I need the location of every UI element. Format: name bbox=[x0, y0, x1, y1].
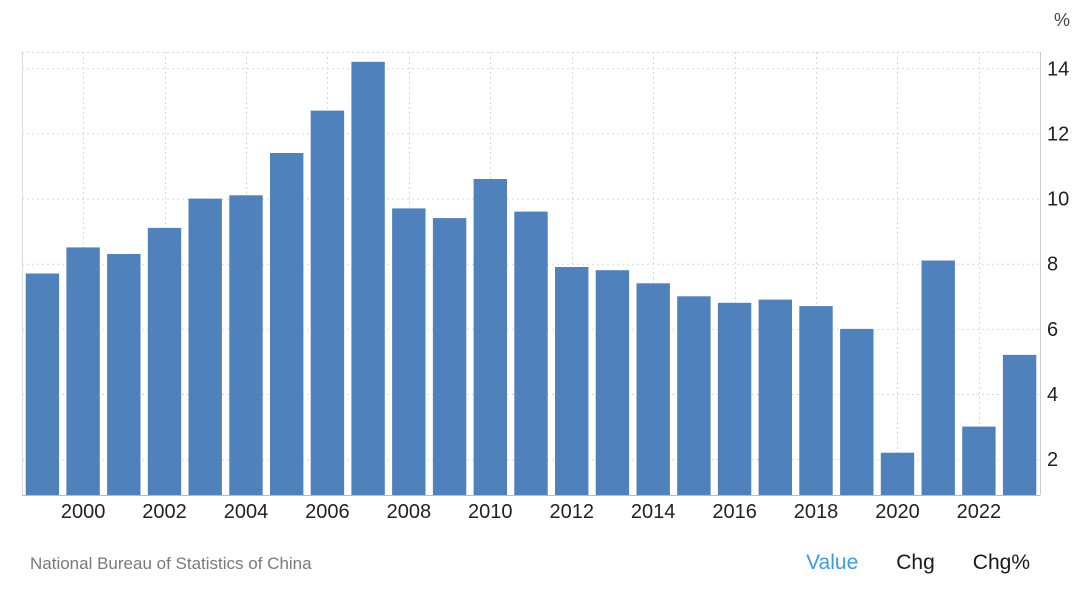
bar-2021[interactable] bbox=[921, 260, 955, 496]
y-axis-unit: % bbox=[1053, 10, 1070, 30]
y-tick-label: 8 bbox=[1047, 254, 1058, 276]
bar-2019[interactable] bbox=[840, 328, 874, 495]
bar-2020[interactable] bbox=[880, 452, 915, 495]
x-tick-label: 2022 bbox=[957, 501, 1002, 523]
source-label: National Bureau of Statistics of China bbox=[30, 554, 312, 573]
bar-2011[interactable] bbox=[514, 211, 548, 495]
tab-chg[interactable]: Chg bbox=[896, 551, 935, 574]
x-tick-label: 2010 bbox=[468, 501, 513, 523]
bar-2022[interactable] bbox=[962, 426, 996, 495]
bar-2005[interactable] bbox=[270, 153, 304, 495]
bar-2000[interactable] bbox=[66, 247, 100, 495]
x-tick-label: 2000 bbox=[61, 501, 106, 523]
x-tick-label: 2014 bbox=[631, 501, 676, 523]
bar-2023[interactable] bbox=[1002, 354, 1037, 495]
y-tick-label: 10 bbox=[1047, 189, 1069, 211]
y-tick-label: 2 bbox=[1047, 449, 1058, 471]
bar-1999[interactable] bbox=[25, 273, 60, 496]
bar-2007[interactable] bbox=[351, 61, 385, 496]
bar-chart: 2 4 6 8 10 12 14 2000 2002 2004 2006 2008 2010 2012 20… bbox=[22, 52, 1069, 523]
bar-2016[interactable] bbox=[717, 302, 752, 495]
x-tick-label: 2004 bbox=[224, 501, 269, 523]
bar-2001[interactable] bbox=[107, 254, 141, 495]
bar-2018[interactable] bbox=[799, 306, 833, 495]
bar-2014[interactable] bbox=[636, 283, 670, 495]
tab-chg-percent[interactable]: Chg% bbox=[972, 551, 1030, 574]
y-tick-label: 6 bbox=[1047, 319, 1058, 341]
view-tabs: Value Chg Chg% bbox=[806, 551, 1030, 575]
x-tick-label: 2012 bbox=[549, 501, 594, 523]
bar-2010[interactable] bbox=[473, 179, 507, 495]
tab-value[interactable]: Value bbox=[806, 551, 859, 574]
y-tick-label: 4 bbox=[1047, 384, 1058, 406]
bar-2003[interactable] bbox=[188, 198, 222, 495]
bar-2004[interactable] bbox=[229, 195, 263, 496]
x-tick-label: 2020 bbox=[875, 501, 920, 523]
x-tick-label: 2016 bbox=[712, 501, 757, 523]
x-tick-label: 2018 bbox=[794, 501, 839, 523]
bar-2009[interactable] bbox=[432, 218, 467, 495]
x-tick-label: 2006 bbox=[305, 501, 350, 523]
y-tick-label: 12 bbox=[1047, 123, 1069, 145]
bar-2017[interactable] bbox=[758, 299, 792, 495]
bar-2008[interactable] bbox=[392, 208, 426, 495]
bar-2013[interactable] bbox=[595, 270, 630, 495]
bar-2012[interactable] bbox=[555, 267, 589, 495]
x-tick-label: 2008 bbox=[387, 501, 432, 523]
bar-2006[interactable] bbox=[310, 110, 345, 495]
x-tick-label: 2002 bbox=[142, 501, 187, 523]
y-tick-label: 14 bbox=[1047, 58, 1069, 80]
bar-2015[interactable] bbox=[677, 296, 711, 495]
bar-2002[interactable] bbox=[147, 227, 182, 495]
